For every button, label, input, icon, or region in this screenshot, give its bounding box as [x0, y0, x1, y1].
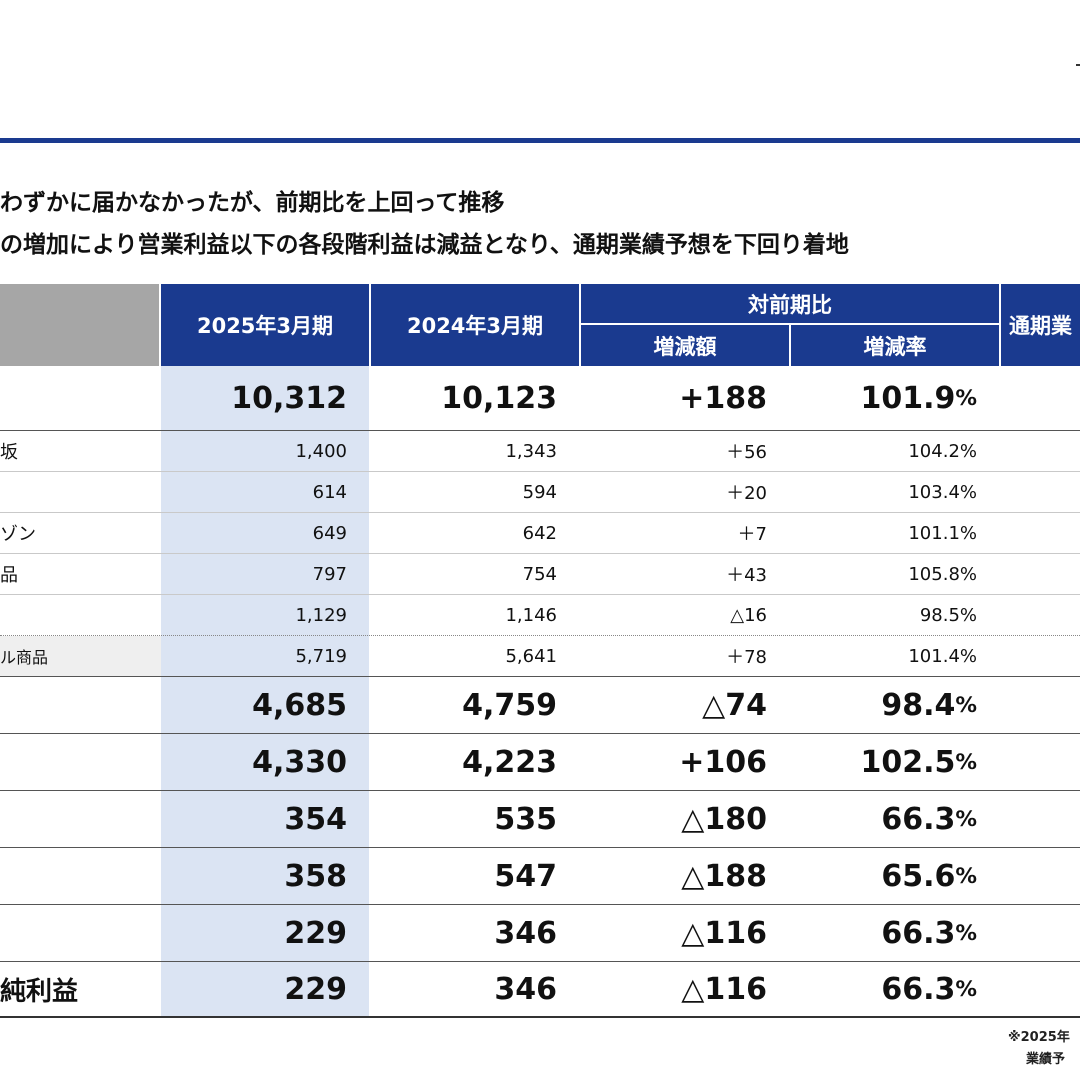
cell-current: 614 [312, 481, 347, 503]
row-rule [0, 430, 1080, 431]
subtotal-label-background [0, 636, 161, 676]
table-bottom-rule [0, 1016, 1080, 1018]
cell-rate: 102.5% [860, 744, 977, 780]
cell-current: 358 [284, 858, 347, 894]
cell-rate: 101.9% [860, 380, 977, 416]
cell-rate: 66.3% [881, 971, 977, 1007]
cell-change: ＋43 [726, 565, 767, 586]
cell-previous: 1,343 [505, 440, 557, 462]
row-rule [0, 471, 1080, 472]
header-change-rate: 増減率 [791, 325, 999, 366]
cell-previous: 4,223 [462, 744, 557, 780]
row-label [0, 734, 159, 790]
row-label: ゾン [0, 524, 36, 545]
row-rule [0, 676, 1080, 677]
cell-previous: 346 [494, 915, 557, 951]
cell-change: △74 [702, 687, 767, 723]
cell-change: △116 [681, 915, 767, 951]
cell-change: ＋7 [737, 524, 767, 545]
corner-mark [1076, 64, 1080, 66]
cell-rate: 103.4% [908, 481, 977, 503]
cell-current: 797 [312, 563, 347, 585]
header-label-cell [0, 284, 159, 366]
row-rule [0, 790, 1080, 791]
row-rule [0, 961, 1080, 962]
cell-rate: 104.2% [908, 440, 977, 462]
cell-rate: 98.5% [919, 604, 977, 626]
cell-current: 4,685 [252, 687, 347, 723]
headline-2: の増加により営業利益以下の各段階利益は減益となり、通期業績予想を下回り着地 [0, 232, 849, 258]
cell-previous: 4,759 [462, 687, 557, 723]
cell-previous: 594 [522, 481, 557, 503]
cell-change: +106 [679, 744, 767, 780]
cell-rate: 105.8% [908, 563, 977, 585]
cell-rate: 98.4% [881, 687, 977, 723]
row-label [0, 595, 159, 635]
cell-previous: 547 [494, 858, 557, 894]
cell-current: 649 [312, 522, 347, 544]
header-previous-period: 2024年3月期 [371, 284, 579, 366]
row-label [0, 366, 159, 430]
cell-change: △180 [681, 801, 767, 837]
cell-rate: 65.6% [881, 858, 977, 894]
header-change-amount: 増減額 [581, 325, 789, 366]
cell-previous: 754 [522, 563, 557, 585]
cell-rate: 101.1% [908, 522, 977, 544]
headline-1: わずかに届かなかったが、前期比を上回って推移 [0, 190, 505, 216]
cell-rate: 66.3% [881, 915, 977, 951]
cell-change: △188 [681, 858, 767, 894]
cell-current: 5,719 [295, 645, 347, 667]
header-rule [0, 138, 1080, 143]
cell-change: ＋56 [726, 442, 767, 463]
row-label: 純利益 [0, 976, 79, 1007]
cell-current: 229 [284, 971, 347, 1007]
cell-previous: 5,641 [505, 645, 557, 667]
row-rule [0, 512, 1080, 513]
header-forecast: 通期業 [1001, 284, 1080, 366]
row-rule [0, 904, 1080, 905]
row-label [0, 848, 159, 904]
cell-previous: 346 [494, 971, 557, 1007]
row-rule [0, 847, 1080, 848]
cell-current: 10,312 [231, 380, 347, 416]
cell-previous: 642 [522, 522, 557, 544]
cell-previous: 1,146 [505, 604, 557, 626]
row-label: 品 [0, 565, 18, 586]
cell-current: 229 [284, 915, 347, 951]
row-label [0, 677, 159, 733]
cell-change: +188 [679, 380, 767, 416]
cell-change: △16 [730, 604, 767, 626]
row-label [0, 472, 159, 512]
cell-change: ＋20 [726, 483, 767, 504]
footnote-line-2: 業績予 [1026, 1052, 1066, 1067]
cell-previous: 10,123 [441, 380, 557, 416]
cell-change: ＋78 [726, 647, 767, 668]
footnote-line-1: ※2025年 [1008, 1030, 1070, 1045]
cell-current: 1,400 [295, 440, 347, 462]
cell-current: 354 [284, 801, 347, 837]
cell-current: 1,129 [295, 604, 347, 626]
header-comparison: 対前期比 [581, 284, 999, 323]
row-label: ル商品 [0, 648, 49, 667]
cell-change: △116 [681, 971, 767, 1007]
header-current-period: 2025年3月期 [161, 284, 369, 366]
cell-previous: 535 [494, 801, 557, 837]
row-label [0, 905, 159, 961]
row-label [0, 791, 159, 847]
row-rule [0, 733, 1080, 734]
row-rule [0, 594, 1080, 595]
row-label: 坂 [0, 442, 18, 463]
cell-current: 4,330 [252, 744, 347, 780]
current-period-highlight [161, 366, 369, 1017]
row-rule [0, 635, 1080, 636]
cell-rate: 66.3% [881, 801, 977, 837]
cell-rate: 101.4% [908, 645, 977, 667]
row-rule [0, 553, 1080, 554]
